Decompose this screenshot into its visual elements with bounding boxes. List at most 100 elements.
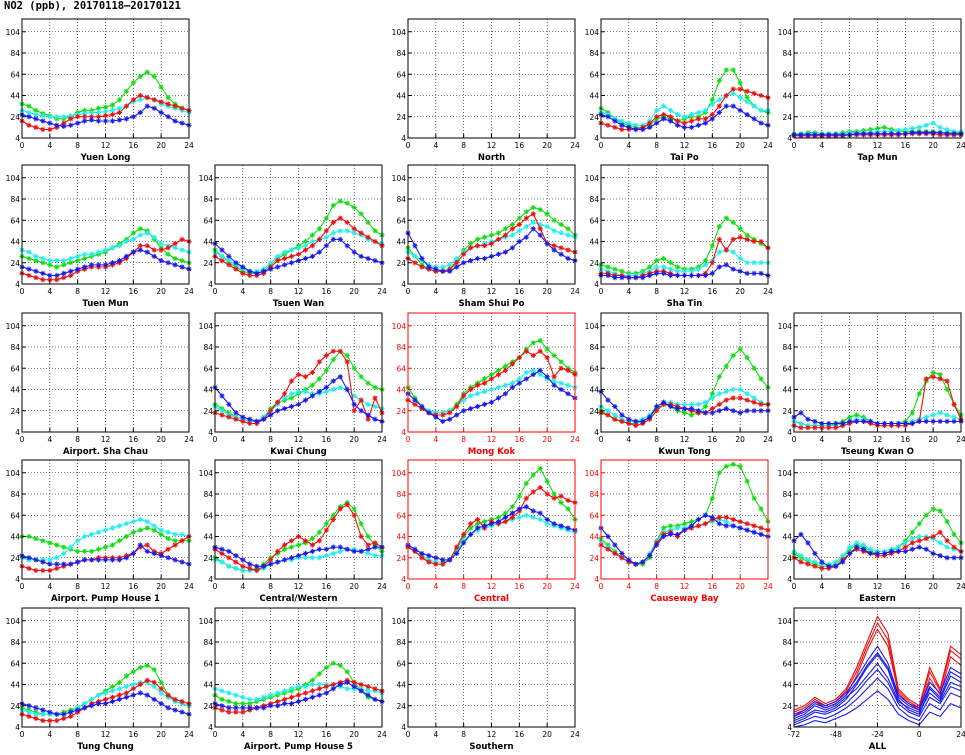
station-panel-all: 4 24 44 64 84 104 -72 -48 -24 0 24 ALL [778,607,965,752]
station-label: ALL [869,742,887,752]
y-tick-label: 64 [396,511,406,520]
station-label: Tsuen Wan [273,299,324,309]
x-tick-label: 0 [406,141,411,150]
y-tick-label: 44 [203,681,213,690]
y-tick-label: 84 [782,638,792,647]
y-tick-label: 4 [208,280,213,289]
station-label: Kwai Chung [270,447,327,457]
x-tick-label: 0 [792,141,797,150]
x-tick-label: 24 [184,582,194,591]
x-tick-label: 0 [20,730,25,739]
x-tick-label: 24 [184,730,194,739]
x-tick-label: 24 [377,730,387,739]
plot-frame [407,18,576,139]
x-tick-label: 4 [626,435,631,444]
y-tick-label: 64 [589,364,599,373]
series-line-blue [793,653,962,722]
x-tick-label: 24 [377,582,387,591]
y-tick-label: 84 [203,195,213,204]
x-tick-label: 8 [268,287,273,296]
x-tick-label: 4 [433,287,438,296]
x-tick-label: 12 [487,435,497,444]
y-tick-label: 24 [782,113,792,122]
station-label: Airport. Pump House 1 [51,594,160,604]
x-tick-label: 24 [570,287,580,296]
x-tick-label: 0 [20,141,25,150]
x-tick-label: 20 [156,730,166,739]
x-tick-label: 20 [735,435,745,444]
y-tick-label: 84 [782,49,792,58]
x-tick-label: 16 [515,435,525,444]
x-tick-label: 4 [433,730,438,739]
y-tick-label: 24 [589,259,599,268]
y-tick-label: 104 [392,469,407,478]
x-tick-label: 8 [654,141,659,150]
y-tick-label: 24 [782,702,792,711]
y-tick-label: 64 [10,511,20,520]
x-tick-label: 8 [268,730,273,739]
y-tick-label: 44 [203,238,213,247]
y-tick-label: 24 [782,407,792,416]
y-tick-label: 4 [15,280,20,289]
station-label: Sham Shui Po [459,299,525,309]
x-tick-label: 8 [75,435,80,444]
y-tick-label: 104 [585,28,600,37]
y-tick-label: 104 [392,322,407,331]
y-tick-label: 64 [589,70,599,79]
y-tick-label: 24 [10,259,20,268]
x-tick-label: 12 [873,141,883,150]
y-tick-label: 4 [401,575,406,584]
y-tick-label: 104 [199,174,214,183]
y-tick-label: 44 [10,386,20,395]
y-tick-label: 44 [589,238,599,247]
y-tick-label: 44 [396,386,406,395]
x-tick-label: 8 [268,435,273,444]
x-tick-label: 4 [47,287,52,296]
y-tick-label: 84 [396,638,406,647]
x-tick-label: 16 [708,287,718,296]
x-tick-label: 8 [654,287,659,296]
x-tick-label: 24 [184,435,194,444]
x-tick-label: 12 [294,730,304,739]
x-tick-label: 8 [268,582,273,591]
x-tick-label: 8 [461,730,466,739]
y-tick-label: 64 [589,511,599,520]
series-line-blue [793,645,962,715]
y-tick-label: 24 [589,113,599,122]
x-tick-label: 8 [847,141,852,150]
x-tick-label: 0 [213,730,218,739]
y-tick-label: 84 [782,343,792,352]
station-label: Airport. Pump House 5 [244,742,353,752]
x-tick-label: 24 [570,582,580,591]
station-label: Tseung Kwan O [841,447,914,457]
x-tick-label: 4 [819,141,824,150]
series-line-blue [793,690,962,728]
y-tick-label: 104 [199,617,214,626]
x-tick-label: 12 [487,582,497,591]
plot-frame [793,607,962,728]
y-tick-label: 4 [401,723,406,732]
y-tick-label: 44 [396,238,406,247]
y-tick-label: 84 [203,638,213,647]
y-tick-label: 104 [585,322,600,331]
series-line-blue [793,662,962,720]
x-tick-label: 0 [20,287,25,296]
y-tick-label: 64 [10,70,20,79]
x-tick-label: -72 [788,730,800,739]
x-tick-label: 20 [928,435,938,444]
x-tick-label: 16 [515,141,525,150]
x-tick-label: 4 [819,435,824,444]
x-tick-label: 24 [570,730,580,739]
series-line-green [793,371,962,427]
x-tick-label: 4 [819,582,824,591]
x-tick-label: 24 [956,730,965,739]
x-tick-label: 8 [75,582,80,591]
y-tick-label: 44 [10,92,20,101]
series-line-green [407,467,576,565]
